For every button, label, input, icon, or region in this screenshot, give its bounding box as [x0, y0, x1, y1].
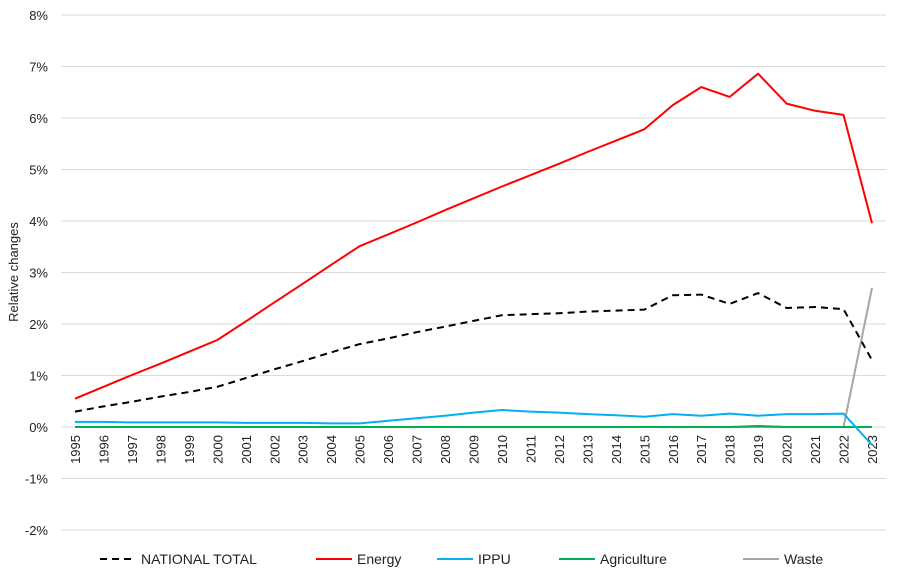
x-tick-label: 2000	[210, 435, 225, 464]
y-tick-label: 4%	[29, 214, 48, 229]
x-tick-label: 2011	[523, 435, 538, 463]
x-tick-label: 2004	[324, 435, 339, 464]
x-tick-label: 1996	[96, 435, 111, 464]
series-line-energy	[74, 72, 873, 400]
x-tick-label: 1997	[125, 435, 140, 464]
x-tick-label: 1998	[153, 435, 168, 464]
series-line-ippu	[75, 409, 873, 446]
legend-label: Waste	[784, 551, 823, 567]
x-tick-label: 2010	[495, 435, 510, 464]
legend-label: Energy	[357, 551, 401, 567]
y-tick-label: 3%	[29, 266, 48, 281]
legend-label: IPPU	[478, 551, 511, 567]
y-tick-label: 2%	[29, 317, 48, 332]
x-tick-label: 2013	[580, 435, 595, 464]
x-tick-label: 1999	[182, 435, 197, 464]
series-line-agriculture	[75, 425, 872, 428]
x-tick-label: 2018	[723, 435, 738, 464]
y-tick-label: -2%	[25, 523, 49, 538]
series-line-national-total	[74, 292, 873, 413]
x-tick-label: 2005	[353, 435, 368, 464]
x-tick-label: 2019	[751, 435, 766, 464]
x-tick-label: 2001	[239, 435, 254, 464]
y-tick-label: 0%	[29, 420, 48, 435]
y-tick-label: 5%	[29, 163, 48, 178]
x-tick-label: 2017	[694, 435, 709, 464]
legend-label: NATIONAL TOTAL	[141, 551, 257, 567]
x-tick-label: 2014	[609, 435, 624, 464]
series-line-waste	[75, 287, 873, 428]
x-tick-label: 2003	[296, 435, 311, 464]
x-tick-label: 2021	[808, 435, 823, 464]
y-tick-label: 6%	[29, 111, 48, 126]
legend: NATIONAL TOTAL Energy IPPU Agriculture Waste	[100, 551, 823, 567]
x-tick-label: 1995	[68, 435, 83, 464]
series-lines	[74, 72, 873, 446]
x-tick-label: 2008	[438, 435, 453, 464]
x-tick-label: 2002	[267, 435, 282, 464]
x-tick-labels: 1995 1996 1997 1998 1999 2000 2001 2002 2003 2004…	[68, 435, 880, 464]
y-tick-labels: -2% -1% 0% 1% 2% 3% 4% 5% 6% 7% 8%	[25, 8, 49, 538]
y-tick-label: 8%	[29, 8, 48, 23]
x-tick-label: 2009	[467, 435, 482, 464]
y-tick-label: 1%	[29, 369, 48, 384]
x-tick-label: 2015	[637, 435, 652, 464]
x-tick-label: 2006	[381, 435, 396, 464]
x-tick-label: 2016	[666, 435, 681, 464]
x-tick-label: 2012	[552, 435, 567, 464]
y-tick-label: 7%	[29, 60, 48, 75]
y-axis-label: Relative changes	[6, 222, 21, 322]
legend-label: Agriculture	[600, 551, 667, 567]
x-tick-label: 2007	[410, 435, 425, 464]
x-tick-label: 2022	[837, 435, 852, 464]
y-tick-label: -1%	[25, 472, 49, 487]
x-tick-label: 2020	[780, 435, 795, 464]
